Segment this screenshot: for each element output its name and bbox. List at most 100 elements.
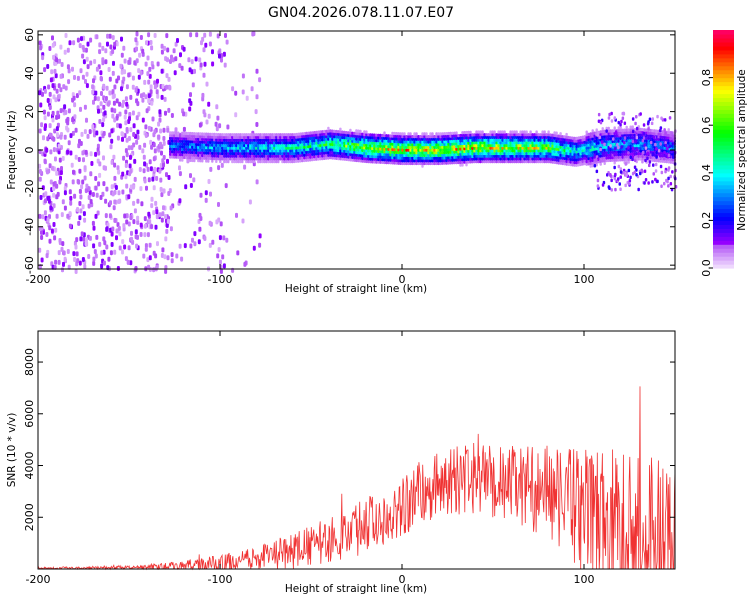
spectrogram-cell	[355, 129, 358, 133]
spectrogram-cell	[229, 157, 232, 161]
spectrogram-cell	[587, 151, 590, 155]
spectrogram-cell	[295, 146, 298, 150]
spectrogram-cell	[383, 147, 386, 151]
spectrogram-cell	[309, 158, 312, 162]
spectrogram-cell	[547, 141, 550, 145]
spectrogram-cell	[397, 134, 400, 138]
spectrogram-noise-cell	[44, 198, 47, 204]
spectrogram-cell	[491, 143, 494, 148]
spectrogram-cell	[437, 145, 440, 149]
spectrogram-noise-cell	[111, 49, 115, 55]
spectrogram-noise-cell	[145, 40, 148, 46]
spectrogram-cell	[599, 143, 602, 147]
spectrogram-cell	[633, 149, 636, 153]
spectrogram-cell	[383, 152, 386, 157]
spectrogram-noise-cell	[165, 172, 168, 178]
spectrogram-cell	[663, 146, 666, 150]
spectrogram-cell	[391, 137, 394, 141]
spectrogram-cell	[559, 137, 562, 141]
spectrogram-cell	[668, 144, 671, 149]
spectrogram-noise-cell	[156, 78, 159, 84]
spectrogram-cell	[501, 138, 504, 142]
spectrogram-cell	[493, 154, 496, 158]
spectrogram-noise-cell	[198, 57, 202, 63]
spectrogram-cell	[351, 131, 354, 135]
spectrogram-cell	[379, 150, 382, 154]
spectrogram-cell	[357, 148, 360, 152]
spectrogram-cell	[493, 141, 496, 145]
spectrogram-cell	[421, 156, 424, 160]
spectrogram-cell	[545, 149, 548, 153]
spectrogram-cell	[539, 141, 542, 145]
spectrogram-cell	[487, 154, 490, 158]
spectrogram-cell	[323, 132, 326, 136]
spectrogram-noise-cell	[159, 186, 163, 192]
spectrogram-cell	[233, 151, 236, 156]
spectrogram-cell	[179, 147, 182, 151]
spectrogram-cell	[257, 157, 260, 161]
spectrogram-cell	[351, 137, 354, 141]
spectrogram-cell	[319, 141, 322, 145]
spectrogram-cell	[215, 135, 218, 139]
spectrogram-cell	[457, 147, 460, 151]
spectrogram-noise-cell	[41, 185, 45, 191]
spectrogram-cell	[585, 146, 588, 150]
spectrogram-cell	[179, 158, 182, 162]
spectrogram-noise-cell	[93, 59, 97, 64]
spectrogram-noise-cell	[96, 210, 100, 216]
spectrogram-cell	[531, 141, 534, 145]
spectrogram-cell	[651, 152, 655, 156]
spectrogram-cell	[377, 155, 380, 159]
spectrogram-cell	[441, 134, 444, 139]
spectrogram-cell	[301, 151, 304, 155]
spectrogram-cell	[401, 145, 404, 149]
spectrogram-cell	[533, 141, 536, 145]
spectrogram-cell	[229, 141, 232, 145]
spectrogram-cell	[203, 132, 206, 136]
spectrogram-noise-cell	[218, 235, 222, 241]
spectrogram-cell	[243, 154, 246, 158]
spectrogram-cell	[271, 146, 274, 150]
spectrogram-cell	[285, 133, 288, 137]
spectrogram-noise-cell	[59, 134, 63, 140]
spectrogram-cell	[616, 143, 619, 147]
spectrogram-cell	[489, 133, 492, 137]
spectrogram-cell	[601, 132, 604, 136]
spectrogram-cell	[493, 149, 496, 153]
spectrogram-cell	[367, 138, 370, 142]
spectrogram-cell	[235, 135, 238, 139]
spectrogram-cell	[453, 161, 456, 165]
spectrogram-cell	[179, 139, 182, 143]
spectrogram-cell	[195, 142, 198, 147]
spectrogram-cell	[213, 154, 216, 158]
spectrogram-cell	[602, 152, 605, 156]
spectrogram-cell	[453, 136, 456, 141]
spectrogram-cell	[667, 160, 670, 164]
spectrogram-cell	[551, 139, 554, 143]
spectrogram-cell	[233, 146, 236, 150]
spectrogram-cell	[663, 181, 666, 186]
spectrogram-cell	[405, 143, 408, 147]
spectrogram-cell	[181, 145, 184, 149]
spectrogram-cell	[557, 145, 560, 149]
spectrogram-cell	[249, 149, 252, 153]
spectrogram-cell	[389, 137, 392, 141]
spectrogram-cell	[523, 138, 526, 142]
spectrogram-cell	[307, 139, 310, 143]
spectrogram-cell	[637, 157, 640, 161]
spectrogram-cell	[439, 161, 442, 166]
spectrogram-cell	[371, 154, 374, 159]
spectrogram-noise-cell	[136, 134, 140, 140]
spectrogram-cell	[591, 153, 594, 157]
spectrogram-noise-cell	[84, 188, 88, 194]
spectrogram-cell	[407, 148, 410, 152]
spectrogram-cell	[581, 143, 584, 147]
spectrogram-cell	[599, 130, 602, 134]
spectrogram-cell	[189, 150, 192, 154]
spectrogram-cell	[608, 186, 611, 190]
spectrogram-cell	[473, 154, 476, 158]
spectrogram-cell	[347, 139, 350, 143]
spectrogram-cell	[443, 140, 446, 144]
spectrogram-cell	[619, 123, 622, 127]
spectrogram-cell	[511, 151, 514, 156]
